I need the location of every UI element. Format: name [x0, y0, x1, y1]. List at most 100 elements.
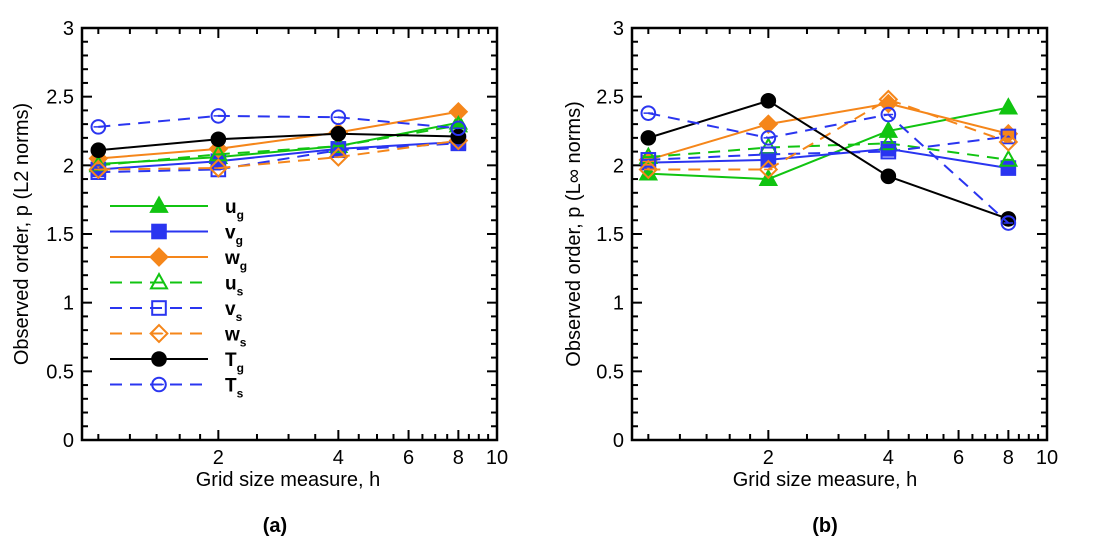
legend-label: us [225, 274, 244, 299]
y-tick-label: 2.5 [596, 87, 624, 109]
series-group [88, 101, 469, 180]
y-tick-label: 0 [63, 430, 74, 452]
data-point [638, 159, 659, 180]
y-tick-label: 0.5 [596, 361, 624, 383]
legend-subscript: g [237, 208, 244, 222]
series-u-g [638, 97, 1019, 186]
series-line [98, 142, 459, 174]
series-line [648, 112, 1010, 224]
x-tick-label: 8 [453, 447, 464, 469]
plot-frame [630, 26, 1049, 442]
legend-subscript: s [236, 310, 243, 324]
legend-marker [151, 223, 167, 240]
y-tick-label: 2.5 [46, 87, 74, 109]
data-point [88, 159, 109, 180]
legend-marker [149, 323, 169, 344]
legend-item: vs [110, 299, 243, 324]
x-tick-label: 2 [763, 447, 774, 469]
x-tick-label: 4 [333, 447, 344, 469]
series-line [648, 135, 1009, 161]
legend-subscript: g [237, 361, 244, 375]
legend-marker [151, 376, 167, 393]
data-point [878, 132, 899, 151]
data-point [328, 147, 349, 167]
legend-item: wg [110, 247, 247, 273]
legend-marker [149, 195, 169, 213]
data-point [998, 97, 1019, 115]
y-axis-label: Observed order, p (L2 norms) [11, 103, 33, 365]
data-point [998, 149, 1019, 167]
data-point [1000, 160, 1017, 176]
legend-item: us [110, 272, 244, 299]
data-point [328, 135, 349, 153]
data-point [760, 130, 777, 146]
x-tick-label: 10 [1036, 447, 1058, 469]
legend-label: vs [225, 299, 243, 324]
data-point [90, 119, 107, 135]
chart-panel-a: Observed order, p (L2 norms) Grid size m… [11, 18, 508, 537]
legend-item: vg [110, 223, 243, 248]
series-w-s [638, 89, 1019, 180]
legend-subscript: g [236, 234, 243, 248]
y-tick-label: 2 [63, 155, 74, 177]
y-tick-label: 0 [613, 430, 624, 452]
data-point [880, 168, 897, 185]
x-axis-label: Grid size measure, h [196, 469, 381, 491]
x-ticks: 2 4 6 8 10 [97, 28, 508, 469]
legend-subscript: g [240, 259, 247, 273]
y-tick-label: 0.5 [46, 361, 74, 383]
series-line [98, 114, 459, 130]
x-tick-label: 4 [883, 447, 894, 469]
series-line [648, 98, 1009, 171]
series-T-s [90, 108, 467, 137]
data-point [758, 114, 779, 134]
series-line [648, 142, 1009, 161]
x-tick-label: 2 [213, 447, 224, 469]
data-point [638, 146, 659, 164]
panel-label: (a) [263, 515, 287, 537]
legend-subscript: s [237, 285, 244, 299]
y-ticks: 0 0.5 1 1.5 2 2.5 3 [596, 18, 1047, 452]
legend-subscript: s [237, 387, 244, 401]
series-T-g [90, 125, 467, 159]
data-point [210, 108, 227, 124]
x-tick-label: 10 [486, 447, 508, 469]
legend-label: wg [224, 248, 247, 273]
data-point [330, 109, 347, 126]
data-point [640, 105, 657, 121]
axes: 0 0.5 1 1.5 2 2.5 3 2 4 6 8 10 [596, 18, 1058, 469]
panel-label: (b) [812, 515, 838, 537]
series-line [98, 132, 459, 152]
legend-marker [151, 351, 167, 367]
legend-label: Tg [225, 350, 244, 375]
series-line [648, 102, 1009, 161]
data-point [758, 159, 779, 180]
series-v-s [640, 128, 1017, 168]
data-point [448, 101, 469, 122]
data-point [210, 131, 227, 148]
legend-item: ws [110, 323, 247, 350]
y-tick-label: 1.5 [596, 224, 624, 246]
data-point [880, 106, 897, 123]
chart-panel-b: Observed order, p (L∞ norms) Grid size m… [563, 18, 1058, 537]
data-point [208, 158, 229, 178]
series-group [638, 89, 1019, 231]
series-line [98, 121, 459, 165]
x-tick-label: 6 [953, 447, 964, 469]
data-point [90, 142, 107, 159]
y-tick-label: 2 [613, 155, 624, 177]
data-point [640, 130, 657, 146]
data-point [1000, 215, 1017, 231]
data-point [760, 92, 777, 109]
series-T-s [640, 105, 1017, 231]
legend-label: Ts [225, 376, 244, 401]
series-line [648, 99, 1009, 220]
y-axis-label: Observed order, p (L∞ norms) [563, 101, 585, 366]
data-point [638, 163, 659, 181]
y-tick-label: 3 [63, 18, 74, 40]
legend-item: Ts [110, 376, 244, 401]
x-ticks: 2 4 6 8 10 [647, 28, 1058, 469]
legend-marker [149, 247, 169, 267]
legend-label: ws [224, 325, 247, 350]
